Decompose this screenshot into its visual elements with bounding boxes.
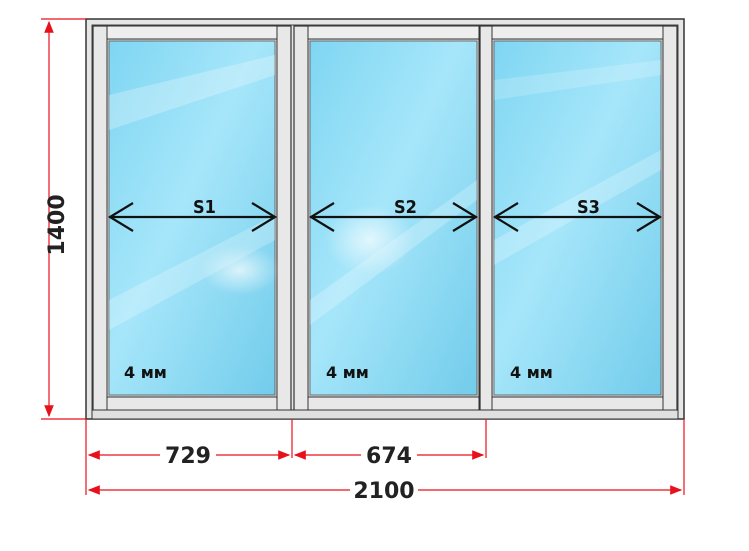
panel-arrow-s2	[308, 202, 479, 232]
glass-thickness-s1: 4 мм	[124, 363, 167, 382]
panel-arrow-s1	[107, 202, 278, 232]
panel-label-s2: S2	[394, 197, 417, 218]
height-dimension	[41, 18, 86, 420]
bottom-rail	[91, 409, 679, 420]
section-1-width-label: 729	[165, 444, 211, 469]
glass-thickness-s2: 4 мм	[326, 363, 369, 382]
section-2-width-label: 674	[366, 444, 412, 469]
glass-thickness-s3: 4 мм	[510, 363, 553, 382]
total-width-label: 2100	[353, 479, 414, 504]
panel-label-s3: S3	[577, 197, 600, 218]
panel-arrow-s3	[492, 202, 663, 232]
height-dimension-label: 1400	[45, 194, 70, 255]
panel-label-s1: S1	[193, 197, 216, 218]
